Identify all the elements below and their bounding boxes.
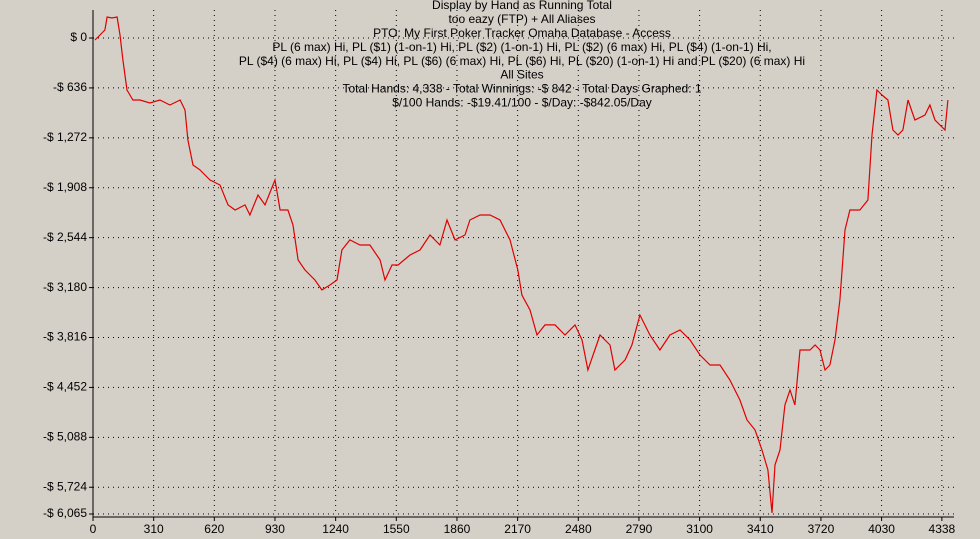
x-tick-label: 2480 — [565, 522, 592, 536]
x-tick-label: 3720 — [808, 522, 835, 536]
x-tick-label: 2170 — [504, 522, 531, 536]
y-tick-label: -$ 3,816 — [43, 330, 87, 344]
x-tick-label: 2790 — [626, 522, 653, 536]
title-line: $/100 Hands: -$19.41/100 - $/Day: -$842.… — [392, 95, 652, 109]
title-line: PL (6 max) Hi, PL ($1) (1-on-1) Hi, PL (… — [272, 40, 771, 54]
title-line: Display by Hand as Running Total — [432, 0, 612, 12]
x-tick-label: 930 — [265, 522, 285, 536]
x-tick-label: 3100 — [686, 522, 713, 536]
x-tick-label: 1240 — [322, 522, 349, 536]
title-line: All Sites — [500, 68, 543, 82]
data-line — [94, 16, 949, 513]
y-tick-label: $ 0 — [70, 30, 87, 44]
x-tick-label: 620 — [204, 522, 224, 536]
y-tick-label: -$ 1,908 — [43, 180, 87, 194]
y-tick-label: -$ 636 — [53, 80, 87, 94]
x-tick-label: 4338 — [929, 522, 956, 536]
x-tick-label: 1860 — [444, 522, 471, 536]
x-tick-label: 4030 — [868, 522, 895, 536]
x-tick-label: 0 — [90, 522, 97, 536]
y-tick-label: -$ 5,724 — [43, 479, 87, 493]
title-line: PTO: My First Poker Tracker Omaha Databa… — [373, 26, 671, 40]
title-line: PL ($4) (6 max) Hi, PL ($4) Hi, PL ($6) … — [239, 54, 805, 68]
y-tick-label: -$ 5,088 — [43, 429, 87, 443]
y-tick-label: -$ 2,544 — [43, 230, 87, 244]
x-tick-label: 310 — [144, 522, 164, 536]
x-tick-label: 1550 — [383, 522, 410, 536]
y-tick-label: -$ 1,272 — [43, 130, 87, 144]
title-line: Total Hands: 4,338 - Total Winnings: -$ … — [342, 82, 701, 96]
x-tick-label: 3410 — [747, 522, 774, 536]
title-line: too eazy (FTP) + All Aliases — [448, 12, 595, 26]
y-tick-label: -$ 3,180 — [43, 280, 87, 294]
y-tick-label: -$ 4,452 — [43, 380, 87, 394]
y-tick-label: -$ 6,065 — [43, 506, 87, 520]
